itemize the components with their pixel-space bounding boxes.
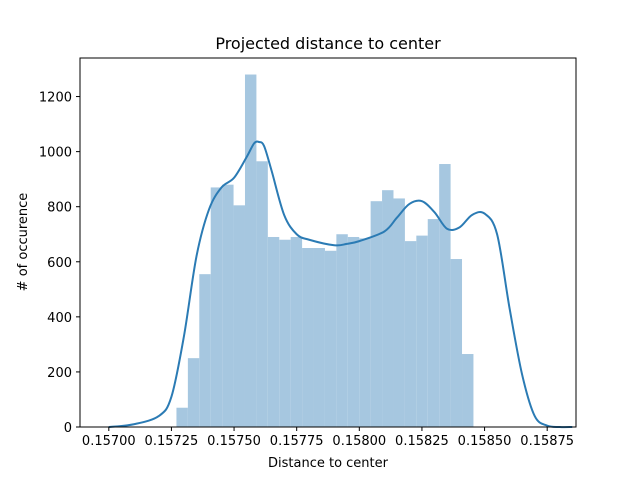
x-tick-label: 0.15875 xyxy=(520,434,574,449)
y-tick-label: 0 xyxy=(64,421,72,436)
histogram-bars xyxy=(176,74,474,427)
histogram-bar xyxy=(187,358,200,427)
y-tick-label: 200 xyxy=(47,366,72,381)
x-tick-label: 0.15775 xyxy=(270,434,324,449)
y-tick-label: 800 xyxy=(47,201,72,216)
x-tick-label: 0.15750 xyxy=(207,434,261,449)
x-tick-label: 0.15800 xyxy=(332,434,386,449)
histogram-bar xyxy=(313,248,325,427)
histogram-bar xyxy=(233,205,245,427)
x-tick-label: 0.15725 xyxy=(145,434,199,449)
histogram-bar xyxy=(427,219,440,427)
histogram-bar xyxy=(267,236,280,427)
histogram-bar xyxy=(416,235,428,427)
histogram-bar xyxy=(210,187,223,427)
histogram-bar xyxy=(347,236,360,427)
histogram-bar xyxy=(256,161,268,427)
histogram-bar xyxy=(244,74,257,427)
chart-title: Projected distance to center xyxy=(215,34,441,53)
histogram-bar xyxy=(439,164,451,427)
histogram-bar xyxy=(302,248,314,427)
histogram-bar xyxy=(336,234,348,427)
y-tick-label: 1000 xyxy=(39,146,72,161)
histogram-bar xyxy=(393,198,405,427)
y-axis-ticks: 0 200 400 600 800 1000 1200 xyxy=(39,91,80,436)
histogram-bar xyxy=(279,239,291,427)
y-tick-label: 1200 xyxy=(39,91,72,106)
x-tick-label: 0.15825 xyxy=(395,434,449,449)
histogram-bar xyxy=(370,201,383,427)
histogram-bar xyxy=(222,184,234,427)
plot-frame xyxy=(79,57,577,428)
kde-line xyxy=(108,140,573,429)
histogram-bar xyxy=(324,250,337,427)
y-tick-label: 400 xyxy=(47,311,72,326)
histogram-bar xyxy=(290,236,303,427)
histogram-bar xyxy=(450,259,463,427)
histogram-bar xyxy=(199,274,211,427)
x-tick-label: 0.15850 xyxy=(458,434,512,449)
x-axis-ticks: 0.15700 0.15725 0.15750 0.15775 0.15800 0.158… xyxy=(82,427,574,449)
histogram-bar xyxy=(404,241,417,427)
x-axis-label: Distance to center xyxy=(268,456,389,471)
y-axis-label: # of occurence xyxy=(16,193,31,292)
histogram-bar xyxy=(359,238,371,427)
histogram-bar xyxy=(462,354,474,427)
histogram-bar xyxy=(176,407,188,427)
y-tick-label: 600 xyxy=(47,256,72,271)
x-tick-label: 0.15700 xyxy=(82,434,136,449)
histogram-bar xyxy=(382,190,394,427)
